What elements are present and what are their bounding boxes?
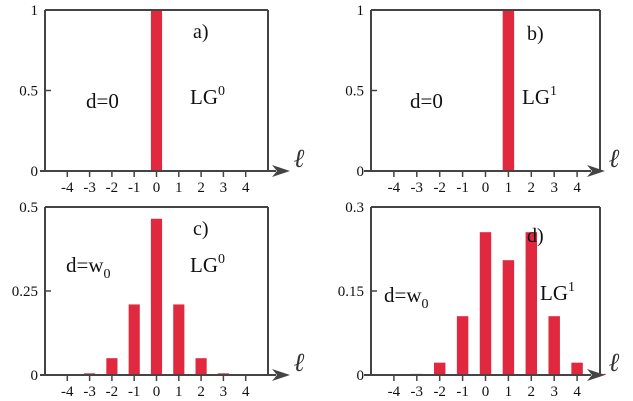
bar-l-m2 — [106, 358, 118, 375]
x-tick-label: 4 — [573, 384, 581, 400]
x-tick-label: -4 — [388, 384, 401, 400]
x-tick-label: -1 — [128, 180, 141, 196]
annotation-separation: d=0 — [86, 89, 119, 113]
x-tick-label: 4 — [573, 180, 581, 196]
x-tick-label: -3 — [411, 384, 424, 400]
chart-panel-b: 00.51ℓ-4 -3 -2 -1 0 1 2 3 4b)d=0 LG1 — [345, 3, 620, 196]
y-tick-label: 0.3 — [345, 200, 364, 216]
bar-l-0 — [150, 10, 163, 171]
x-tick-label: 3 — [550, 180, 558, 196]
chart-panel-a: 00.51ℓ-4 -3 -2 -1 0 1 2 3 4a)d=0 LG0 — [19, 3, 305, 196]
x-axis-symbol: ℓ — [294, 348, 305, 378]
bar-l-1 — [173, 304, 185, 375]
bar-l-2 — [525, 232, 538, 375]
x-tick-label: 3 — [220, 180, 228, 196]
x-axis-arrow — [272, 165, 290, 177]
y-tick-label: 0 — [357, 368, 365, 384]
x-tick-label: 1 — [505, 384, 513, 400]
annotation-separation: d=w0 — [384, 283, 429, 312]
bar-l-0 — [479, 232, 492, 375]
x-tick-label: 1 — [175, 180, 183, 196]
bar-l-m1 — [128, 304, 140, 375]
y-tick-label: 0 — [31, 368, 39, 384]
x-tick-label: 0 — [153, 384, 161, 400]
bar-l-2 — [195, 358, 207, 375]
x-tick-label: -3 — [83, 180, 96, 196]
y-tick-label: 0.5 — [19, 84, 38, 100]
bar-l-m1 — [456, 316, 469, 375]
y-tick-label: 0.15 — [338, 284, 364, 300]
y-tick-label: 0 — [357, 164, 365, 180]
bar-l-3 — [548, 316, 560, 375]
y-tick-label: 0.5 — [19, 200, 38, 216]
annotation-mode: LG0 — [190, 252, 225, 277]
x-axis-symbol: ℓ — [609, 348, 620, 378]
x-tick-label: 0 — [482, 384, 490, 400]
x-tick-label: -3 — [411, 180, 424, 196]
annotation-mode: LG0 — [190, 84, 225, 109]
x-tick-label: -4 — [388, 180, 401, 196]
x-tick-label: 2 — [197, 180, 205, 196]
y-tick-label: 0.5 — [345, 84, 364, 100]
y-tick-label: 0 — [31, 164, 39, 180]
bar-l-1 — [502, 10, 515, 171]
annotation-mode: LG1 — [522, 84, 557, 109]
x-tick-label: -3 — [83, 384, 96, 400]
bar-l-4 — [571, 362, 583, 375]
x-axis-symbol: ℓ — [609, 144, 620, 174]
panel-label: c) — [193, 218, 209, 240]
chart-panel-c: 00.250.5ℓ-4 -3 -2 -1 0 1 2 3 4c)d=w0 LG0 — [12, 200, 305, 400]
x-tick-label: -1 — [456, 384, 469, 400]
x-tick-label: -2 — [106, 384, 119, 400]
annotation-separation: d=0 — [410, 89, 443, 113]
chart-panel-d: 00.150.3ℓ-4 -3 -2 -1 0 1 2 3 4d)d=w0 LG1 — [338, 200, 620, 400]
bar-l-m2 — [433, 362, 446, 375]
bar-l-0 — [150, 218, 163, 375]
annotation-separation: d=w0 — [66, 253, 111, 282]
x-tick-label: -2 — [433, 180, 446, 196]
x-tick-label: -1 — [456, 180, 469, 196]
x-axis-arrow — [587, 369, 605, 381]
x-tick-label: -4 — [61, 180, 74, 196]
x-tick-label: 1 — [505, 180, 513, 196]
x-tick-label: -1 — [128, 384, 141, 400]
panel-label: a) — [193, 21, 209, 43]
panel-label: b) — [527, 23, 544, 45]
x-axis-arrow — [272, 369, 290, 381]
x-tick-label: -2 — [106, 180, 119, 196]
y-tick-label: 0.25 — [12, 284, 38, 300]
x-axis-symbol: ℓ — [294, 144, 305, 174]
x-tick-label: 4 — [242, 180, 250, 196]
x-tick-label: 2 — [528, 180, 536, 196]
x-tick-label: 2 — [528, 384, 536, 400]
x-tick-label: -2 — [433, 384, 446, 400]
y-tick-label: 1 — [31, 3, 39, 19]
x-tick-label: 1 — [175, 384, 183, 400]
x-axis-arrow — [587, 165, 605, 177]
bar-l-1 — [502, 260, 515, 375]
x-tick-label: 3 — [550, 384, 558, 400]
x-tick-label: 0 — [153, 180, 161, 196]
x-tick-label: 4 — [242, 384, 250, 400]
y-tick-label: 1 — [357, 3, 365, 19]
annotation-mode: LG1 — [540, 280, 575, 305]
x-tick-label: 2 — [197, 384, 205, 400]
x-tick-label: 0 — [482, 180, 490, 196]
x-tick-label: 3 — [220, 384, 228, 400]
panel-label: d) — [527, 225, 544, 247]
x-tick-label: -4 — [61, 384, 74, 400]
